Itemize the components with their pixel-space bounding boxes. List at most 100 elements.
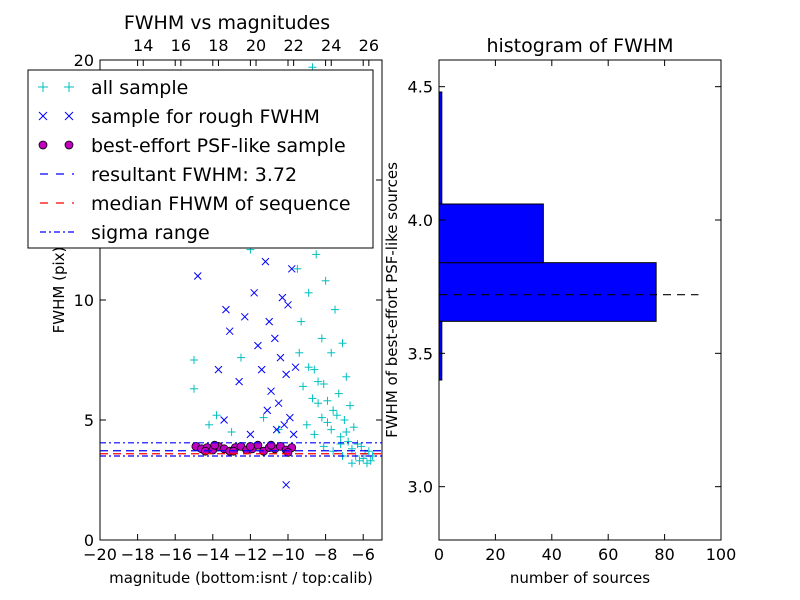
scatter-xtick-label: −16 xyxy=(158,545,192,564)
histogram-ytick-label: 3.5 xyxy=(408,344,433,363)
histogram-ylabel: FWHM of best-effort PSF-like sources xyxy=(383,162,401,438)
histogram-xtick-label: 80 xyxy=(654,545,674,564)
scatter-top-tick-label: 22 xyxy=(283,36,303,55)
histogram-xtick-label: 0 xyxy=(434,545,444,564)
scatter-top-tick-label: 16 xyxy=(171,36,191,55)
scatter-xtick-label: −20 xyxy=(83,545,117,564)
scatter-point xyxy=(310,430,319,439)
scatter-ytick-label: 0 xyxy=(84,531,94,550)
scatter-point xyxy=(289,430,298,439)
scatter-legend: all sample sample for rough FWHM best-effo… xyxy=(27,69,374,249)
histogram-bar xyxy=(438,203,544,264)
scatter-point xyxy=(329,406,338,415)
scatter-point xyxy=(336,440,345,448)
scatter-point xyxy=(291,363,300,372)
scatter-point xyxy=(357,442,366,451)
scatter-point xyxy=(214,365,223,374)
histogram-ytick-label: 4.5 xyxy=(408,78,433,97)
scatter-point xyxy=(314,399,323,408)
scatter-point xyxy=(276,353,285,362)
histogram-title: histogram of FWHM xyxy=(486,35,673,57)
scatter-xlabel: magnitude (bottom:isnt / top:calib) xyxy=(109,569,373,587)
scatter-point xyxy=(317,334,326,343)
scatter-point xyxy=(270,334,279,343)
scatter-point xyxy=(257,365,266,374)
scatter-xtick-label: −18 xyxy=(121,545,155,564)
scatter-point xyxy=(319,442,328,451)
legend-entry: resultant FWHM: 3.72 xyxy=(40,164,297,186)
scatter-point xyxy=(314,377,323,386)
scatter-point xyxy=(327,425,336,434)
scatter-frame xyxy=(99,59,383,541)
scatter-point xyxy=(308,394,317,403)
scatter-point xyxy=(323,396,332,405)
scatter-title: FWHM vs magnitudes xyxy=(124,12,330,34)
scatter-point xyxy=(205,420,214,429)
legend-label: sigma range xyxy=(91,222,210,244)
scatter-point xyxy=(321,276,330,285)
legend-label: resultant FWHM: 3.72 xyxy=(91,164,297,186)
scatter-top-tick-label: 20 xyxy=(246,36,266,55)
scatter-point xyxy=(250,288,259,297)
scatter-point xyxy=(272,425,281,434)
scatter-point xyxy=(299,382,308,391)
scatter-ytick-label: 20 xyxy=(74,51,94,70)
scatter-top-tick-label: 14 xyxy=(133,36,153,55)
scatter-point xyxy=(274,425,283,434)
scatter-point xyxy=(317,413,326,422)
legend-entry: sigma range xyxy=(40,222,210,244)
scatter-point xyxy=(282,480,290,489)
scatter-point xyxy=(278,293,287,302)
scatter-ytick-label: 10 xyxy=(74,291,94,310)
legend-label: best-effort PSF-like sample xyxy=(91,135,346,157)
scatter-point xyxy=(220,416,228,424)
scatter-point xyxy=(261,257,270,266)
scatter-ytick-label: 5 xyxy=(84,411,94,430)
scatter-point xyxy=(245,441,255,451)
histogram-xtick-label: 20 xyxy=(485,545,505,564)
scatter-point xyxy=(342,372,351,381)
scatter-point xyxy=(323,418,332,427)
scatter-ylabel: FWHM (pix) xyxy=(50,247,68,334)
scatter-point xyxy=(297,317,306,326)
legend-entry: all sample xyxy=(38,77,188,99)
scatter-point xyxy=(347,444,356,453)
scatter-point xyxy=(286,413,294,422)
scatter-point xyxy=(235,377,243,386)
scatter-xtick-label: −6 xyxy=(351,545,375,564)
scatter-point xyxy=(327,348,336,357)
histogram-chart: histogram of FWHM 0 20 40 60 80 100 3.0 3.5 4.0 4… xyxy=(383,35,736,587)
scatter-point xyxy=(366,456,375,465)
histogram-axes: 0 20 40 60 80 100 3.0 3.5 4.0 4.5 xyxy=(408,60,736,564)
scatter-chart: FWHM vs magnitudes −20 −18 −16 −14 −12 −10 −8−… xyxy=(27,12,383,587)
scatter-point xyxy=(267,387,275,396)
scatter-point xyxy=(346,401,355,410)
scatter-point xyxy=(336,432,345,441)
scatter-point xyxy=(287,264,296,273)
scatter-point xyxy=(331,305,339,314)
scatter-point xyxy=(319,380,328,388)
scatter-xtick-label: −8 xyxy=(314,545,338,564)
scatter-point xyxy=(212,411,221,420)
scatter-point xyxy=(359,454,368,463)
scatter-point xyxy=(312,250,321,259)
histogram-frame xyxy=(438,59,722,541)
scatter-point xyxy=(237,353,245,362)
scatter-point xyxy=(274,399,283,408)
histogram-xlabel: number of sources xyxy=(510,569,650,587)
scatter-point xyxy=(227,428,236,436)
legend-entry: best-effort PSF-like sample xyxy=(38,135,346,157)
scatter-point xyxy=(338,339,347,348)
scatter-xtick-label: −10 xyxy=(271,545,305,564)
scatter-point xyxy=(265,317,274,326)
scatter-point xyxy=(259,413,268,422)
scatter-top-tick-label: 18 xyxy=(208,36,228,55)
histogram-ytick-label: 3.0 xyxy=(408,478,433,497)
scatter-point xyxy=(304,363,313,372)
legend-label: median FHWM of sequence xyxy=(91,193,351,215)
scatter-point xyxy=(342,428,351,436)
legend-entry: sample for rough FWHM xyxy=(38,106,320,128)
scatter-point xyxy=(332,411,341,420)
histogram-xtick-label: 60 xyxy=(598,545,618,564)
